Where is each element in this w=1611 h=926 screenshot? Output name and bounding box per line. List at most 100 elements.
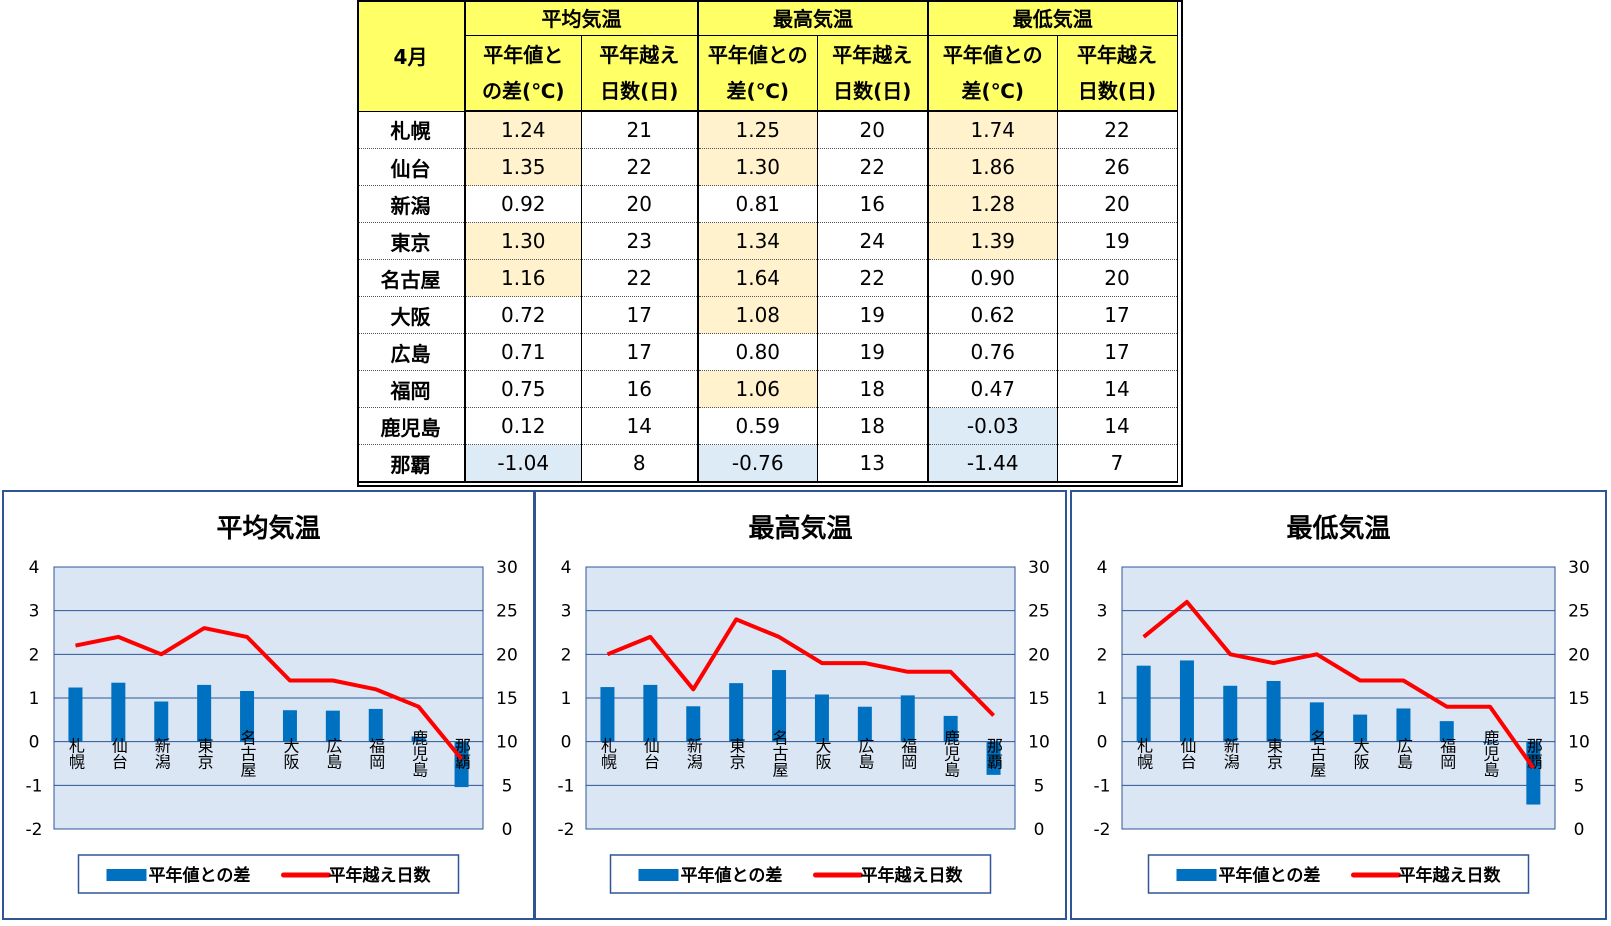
diff-value-cell: 1.28 [928,185,1058,223]
bar-diff [111,682,126,742]
bar-diff [68,687,83,742]
city-name-cell: 那覇 [357,444,466,483]
bar-diff [282,710,297,742]
days-value-cell: 17 [1057,333,1178,371]
left-axis-tick-label: -2 [558,820,575,840]
category-label: 仙台 [109,738,128,770]
diff-value-cell: 0.92 [465,185,582,223]
chart-title: 平均気温 [216,513,320,544]
days-value-cell: 22 [1057,111,1178,149]
table-row: 新潟 0.92 20 0.81 16 1.28 20 [357,185,1178,223]
line-days-above-normal [75,626,464,761]
diff-value-cell: 1.30 [465,222,582,260]
right-axis-tick-label: 25 [1028,602,1050,622]
sub-header-avg-diff: 平年値と の差(℃) [465,35,582,112]
sub-header-line: の差(℃) [482,79,565,103]
bar-diff [1483,741,1498,743]
city-name-cell: 福岡 [357,370,466,408]
city-name-cell: 東京 [357,222,466,260]
category-label: 新潟 [152,738,171,770]
bar-diff [154,701,169,742]
bar-diff [240,691,255,742]
left-axis-tick-label: 4 [1097,558,1108,578]
category-label: 鹿児島 [941,730,960,778]
diff-value-cell: 1.24 [465,111,582,149]
category-label: 大阪 [280,738,299,770]
category-label: 札幌 [598,738,617,771]
diff-value-cell: 0.62 [928,296,1058,334]
left-axis-tick-label: 2 [29,645,40,665]
diff-value-cell: 1.39 [928,222,1058,260]
category-label: 東京 [195,738,214,771]
days-value-cell: 23 [581,222,699,260]
left-axis-tick-label: -1 [1094,776,1111,796]
left-axis-tick-label: 0 [1097,733,1108,753]
category-label: 名古屋 [238,730,257,778]
days-value-cell: 8 [581,444,699,483]
days-value-cell: 20 [817,111,929,149]
category-label: 鹿児島 [1481,730,1500,778]
city-name-cell: 仙台 [357,148,466,186]
left-axis-tick-label: -2 [1094,820,1111,840]
legend-line-label: 平年越え日数 [329,865,432,886]
right-axis-tick-label: 20 [1568,645,1590,665]
bar-diff [1136,665,1151,742]
category-label: 那覇 [452,738,471,770]
legend-line-label: 平年越え日数 [1399,865,1502,886]
sub-header-line: 平年越え [599,43,680,67]
days-value-cell: 19 [817,296,929,334]
table-row: 名古屋 1.16 22 1.64 22 0.90 20 [357,259,1178,297]
category-label: 東京 [727,738,746,771]
bar-diff [643,684,658,742]
left-axis-tick-label: 3 [29,602,40,622]
right-axis-tick-label: 5 [1574,776,1585,796]
line-days-above-normal [1142,599,1535,770]
legend-bar-label: 平年値との差 [681,865,783,886]
bar-diff [900,695,915,742]
left-axis-tick-label: 0 [561,733,572,753]
diff-value-cell: 0.71 [465,333,582,371]
diff-value-cell: -0.76 [698,444,818,483]
bar-diff [943,715,958,742]
table-group-header-row: 4月 平均気温 最高気温 最低気温 [357,0,1178,112]
chart-title: 最低気温 [1286,513,1390,544]
sub-header-min-diff: 平年値との 差(℃) [928,35,1058,112]
left-axis-tick-label: -1 [26,776,43,796]
category-label: 広島 [323,738,342,770]
diff-value-cell: 1.34 [698,222,818,260]
diff-value-cell: -0.03 [928,407,1058,445]
days-value-cell: 17 [1057,296,1178,334]
diff-value-cell: 1.64 [698,259,818,297]
diff-value-cell: 0.76 [928,333,1058,371]
left-axis-tick-label: 1 [29,689,40,709]
sub-header-max-days: 平年越え 日数(日) [817,35,929,112]
days-value-cell: 16 [581,370,699,408]
sub-header-line: 日数(日) [600,79,679,103]
bar-diff [197,684,212,742]
bar-diff [814,694,829,742]
days-value-cell: 24 [817,222,929,260]
bar-diff [411,736,426,742]
right-axis-tick-label: 15 [1568,689,1590,709]
right-axis-tick-label: 30 [496,558,518,578]
bar-diff [1309,702,1324,742]
diff-value-cell: 1.16 [465,259,582,297]
right-axis-tick-label: 20 [1028,645,1050,665]
right-axis-tick-label: 5 [1034,776,1045,796]
line-days-above-normal [606,617,996,717]
table-row: 札幌 1.24 21 1.25 20 1.74 22 [357,111,1178,149]
bar-diff [729,683,744,742]
bar-diff [1179,660,1194,742]
diff-value-cell: 1.06 [698,370,818,408]
bar-diff [1353,714,1368,742]
category-label: 新潟 [684,738,703,770]
diff-value-cell: 1.08 [698,296,818,334]
diff-value-cell: 0.72 [465,296,582,334]
sub-header-line: 平年越え [1077,43,1157,67]
diff-value-cell: 0.80 [698,333,818,371]
days-value-cell: 18 [817,407,929,445]
left-axis-tick-label: 4 [561,558,572,578]
bar-diff [772,670,787,742]
bar-diff [1266,680,1281,742]
